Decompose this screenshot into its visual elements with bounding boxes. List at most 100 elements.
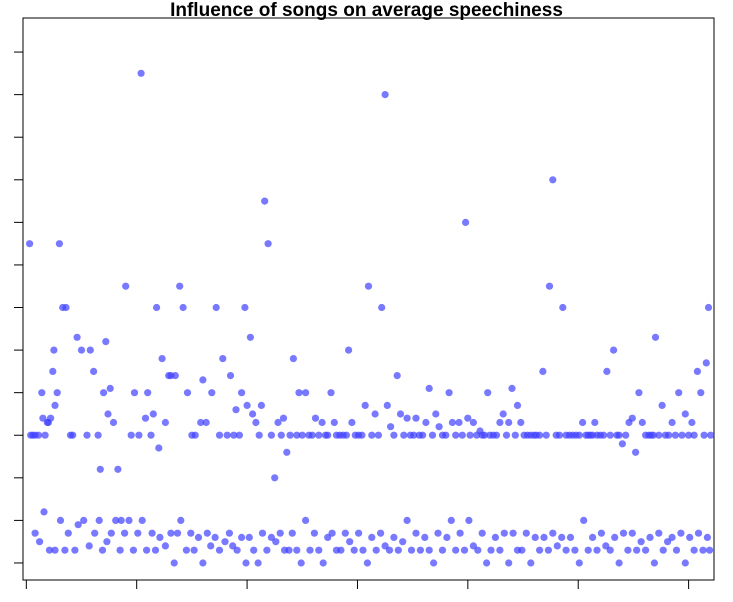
data-point (348, 418, 356, 427)
data-point (464, 414, 472, 422)
data-point (191, 431, 199, 439)
data-point (56, 516, 65, 525)
data-point (602, 542, 610, 550)
data-point (480, 431, 488, 439)
data-point (412, 529, 420, 537)
data-point (315, 546, 323, 554)
data-point (368, 431, 376, 439)
data-point (678, 431, 686, 439)
data-point (167, 529, 175, 537)
data-point (432, 410, 440, 418)
plot-frame (22, 17, 715, 581)
data-point (484, 389, 492, 397)
data-point (419, 431, 427, 439)
data-point (77, 346, 86, 354)
data-point (703, 533, 712, 542)
data-point (342, 431, 350, 439)
data-point (706, 546, 714, 554)
data-point (121, 529, 129, 537)
data-point (651, 333, 660, 341)
data-point (399, 538, 407, 546)
data-point (655, 431, 663, 439)
data-point (283, 448, 291, 456)
data-point (425, 546, 433, 554)
data-point (176, 282, 184, 290)
data-point (330, 418, 338, 427)
data-point (187, 529, 195, 537)
data-point (502, 431, 511, 439)
data-point (257, 401, 265, 409)
data-point (438, 546, 447, 554)
data-point (135, 431, 143, 439)
data-point (190, 546, 198, 554)
data-point (337, 546, 345, 554)
data-point (704, 303, 713, 312)
data-point (267, 533, 275, 542)
data-point (606, 546, 614, 554)
data-point (393, 372, 401, 380)
data-point (197, 418, 205, 427)
data-point (40, 508, 48, 516)
data-point (610, 346, 618, 354)
data-point (435, 423, 443, 431)
data-point (615, 559, 623, 567)
data-point (702, 359, 710, 367)
data-point (668, 418, 676, 427)
data-point (106, 384, 114, 392)
data-point (542, 431, 550, 439)
data-point (310, 529, 318, 537)
data-point (707, 431, 715, 439)
data-point (73, 333, 81, 341)
data-point (91, 529, 99, 537)
data-point (509, 529, 517, 537)
data-point (455, 418, 463, 427)
data-point (371, 410, 379, 418)
data-point (358, 431, 366, 439)
data-point (125, 516, 133, 525)
data-point (430, 559, 438, 567)
data-point (355, 529, 363, 537)
data-point (194, 533, 203, 542)
data-point (45, 546, 54, 554)
data-point (258, 529, 267, 537)
data-point (499, 410, 507, 418)
data-point (345, 346, 353, 354)
data-point (539, 367, 547, 375)
data-point (668, 533, 676, 542)
data-point (255, 431, 263, 439)
data-point (425, 384, 433, 392)
data-point (527, 559, 535, 567)
data-point (138, 516, 146, 525)
data-point (513, 401, 522, 409)
data-point (271, 474, 279, 482)
data-point (51, 401, 59, 409)
data-point (232, 406, 240, 414)
data-point (208, 389, 216, 397)
data-point (428, 431, 437, 439)
data-point (496, 418, 504, 427)
data-point (624, 546, 632, 554)
data-point (71, 546, 79, 554)
data-point (460, 546, 469, 554)
data-point (368, 533, 376, 542)
data-point (434, 529, 442, 537)
data-point (324, 431, 332, 439)
data-point (39, 414, 47, 422)
data-point (487, 546, 495, 554)
data-point (396, 410, 405, 418)
data-point (341, 529, 349, 537)
data-point (51, 546, 59, 554)
data-point (230, 431, 238, 439)
data-point (394, 546, 402, 554)
data-point (254, 559, 262, 567)
data-point (61, 546, 69, 554)
data-point (442, 431, 450, 439)
data-point (580, 516, 588, 525)
data-point (26, 240, 34, 248)
data-point (127, 431, 135, 439)
data-point (302, 516, 310, 525)
data-point (416, 546, 424, 554)
data-point (277, 431, 285, 439)
data-point (90, 367, 98, 375)
data-point (575, 431, 583, 439)
